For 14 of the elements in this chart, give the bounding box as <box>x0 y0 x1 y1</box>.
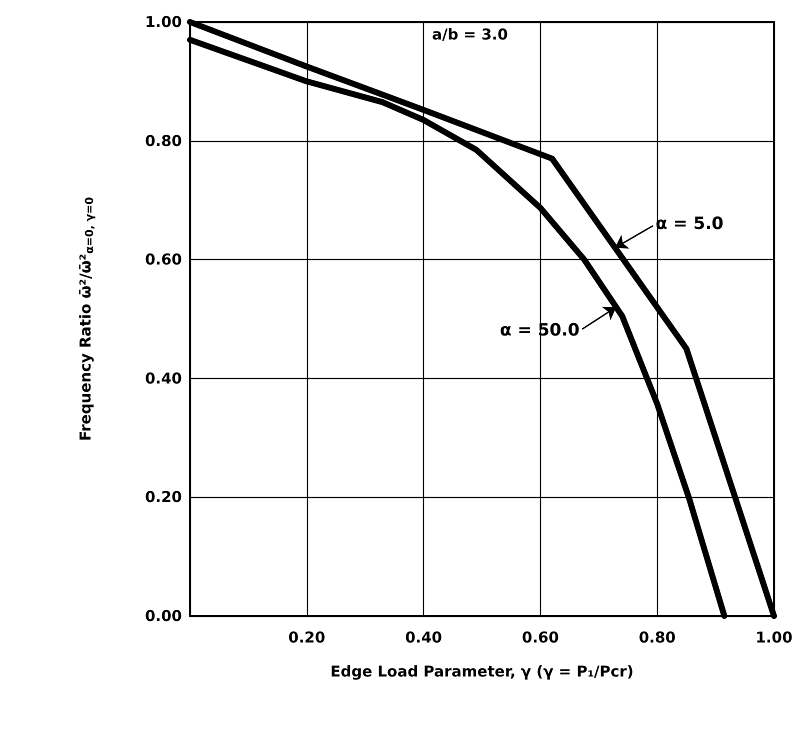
x-tick-label: 0.60 <box>522 628 559 646</box>
annotation: a/b = 3.0 <box>432 26 508 44</box>
x-tick-label: 0.40 <box>405 628 442 646</box>
y-tick-label: 0.20 <box>144 488 182 506</box>
y-tick-label: 0.80 <box>144 132 182 150</box>
y-tick-label: 0.00 <box>144 607 182 625</box>
y-tick-label: 1.00 <box>144 13 182 31</box>
y-tick-label: 0.40 <box>144 369 182 388</box>
x-axis-title: Edge Load Parameter, γ (γ = P₁/Pcr) <box>330 662 634 680</box>
y-axis-title: Frequency Ratio ω̄²/ω̄²α=0, γ=0 <box>76 196 96 442</box>
x-tick-label: 0.80 <box>638 628 676 646</box>
x-tick-label: 1.00 <box>755 628 793 646</box>
y-tick-label: 0.60 <box>144 250 182 269</box>
x-tick-label: 0.20 <box>288 628 326 646</box>
